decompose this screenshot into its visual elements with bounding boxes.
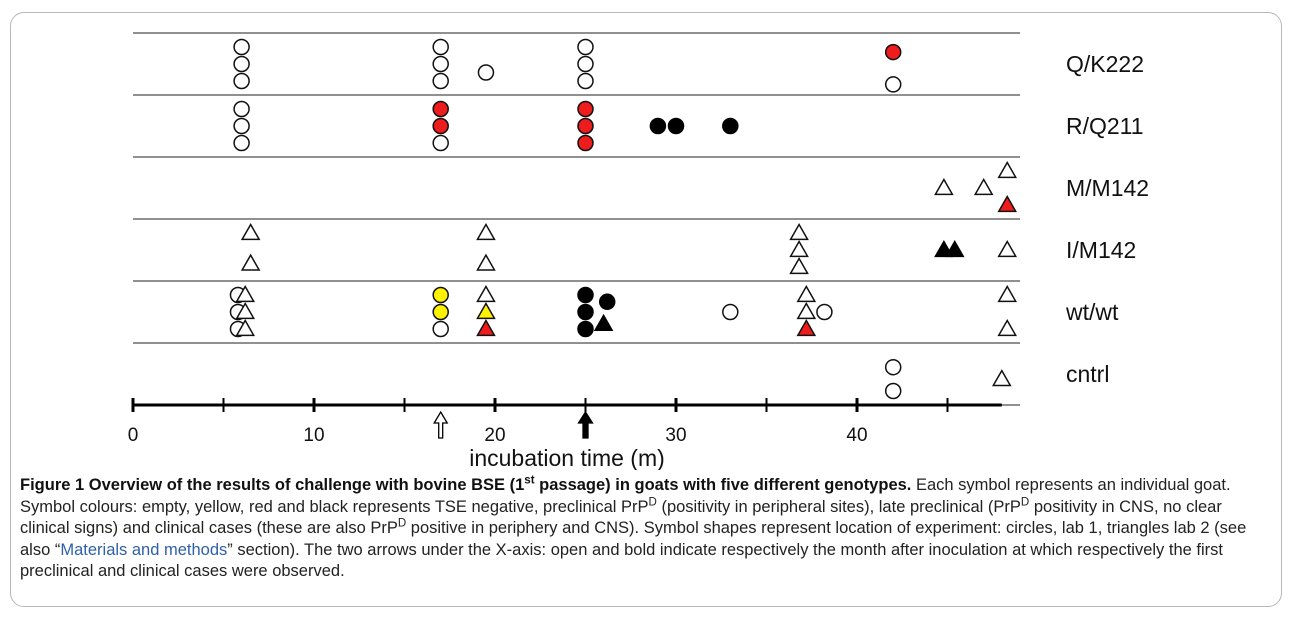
point-circle-empty	[432, 55, 449, 73]
row-label: R/Q211	[1066, 113, 1144, 139]
open-arrow-icon	[433, 410, 449, 439]
point-circle-black	[577, 303, 594, 321]
caption-text: ” section). The two arrows under the X-a…	[20, 540, 1223, 581]
point-triangle-red	[476, 318, 496, 337]
x-tick-label: 40	[846, 425, 867, 446]
point-circle-black	[598, 293, 616, 311]
point-triangle-empty	[240, 222, 261, 241]
point-circle-red	[577, 134, 594, 152]
figure-caption: Figure 1 Overview of the results of chal…	[20, 475, 1275, 583]
point-triangle-empty	[476, 284, 496, 303]
point-circle-empty	[233, 72, 250, 90]
point-circle-empty	[816, 303, 833, 321]
point-triangle-empty	[796, 284, 817, 303]
point-triangle-empty	[235, 318, 256, 337]
point-triangle-empty	[997, 239, 1018, 258]
point-triangle-empty	[476, 222, 496, 241]
point-circle-yellow	[432, 286, 449, 304]
row-dividers	[133, 32, 1020, 406]
point-triangle-empty	[934, 177, 954, 196]
x-axis: 0 10 20 30 40	[128, 398, 1002, 446]
point-circle-empty	[233, 38, 250, 56]
point-triangle-empty	[997, 284, 1018, 303]
point-circle-empty	[722, 303, 739, 321]
caption-sup: D	[648, 496, 657, 508]
point-circle-empty	[884, 382, 902, 400]
point-triangle-empty	[796, 301, 817, 320]
point-circle-empty	[577, 38, 594, 56]
caption-text: positivity in CNS, no clear clinical sig…	[20, 497, 1222, 538]
point-circle-empty	[477, 64, 495, 81]
point-circle-black	[577, 286, 594, 304]
caption-title: Figure 1 Overview of the results of chal…	[20, 474, 912, 494]
point-triangle-yellow	[476, 301, 496, 320]
point-circle-empty	[884, 76, 902, 93]
point-circle-empty	[432, 320, 449, 338]
caption-text: (positivity in peripheral sites), late p…	[656, 497, 1021, 516]
caption-text: positive in periphery and CNS). Symbol s…	[20, 519, 1247, 559]
x-tick-label: 0	[128, 425, 139, 446]
row-label: I/M142	[1066, 237, 1136, 263]
chart: Q/K222 R/Q211 M/M142 I/M142 wt/wt cntrl 0 10 20…	[128, 32, 1149, 470]
point-circle-empty	[233, 100, 250, 118]
row-label: cntrl	[1066, 361, 1109, 387]
bold-arrow-icon	[577, 410, 594, 439]
row-labels: Q/K222 R/Q211 M/M142 I/M142 wt/wt cntrl	[1065, 51, 1149, 387]
point-triangle-empty	[992, 369, 1012, 387]
row-label: Q/K222	[1066, 51, 1144, 77]
point-circle-empty	[884, 358, 902, 376]
point-triangle-empty	[240, 253, 261, 271]
axis-arrows	[433, 410, 594, 439]
point-circle-red	[432, 117, 449, 135]
point-triangle-black	[593, 313, 614, 332]
point-triangle-empty	[997, 160, 1018, 179]
caption-title-sup: st	[524, 474, 535, 487]
point-triangle-empty	[235, 301, 256, 320]
point-triangle-red	[997, 194, 1018, 213]
point-circle-empty	[577, 55, 594, 73]
point-circle-black	[649, 117, 667, 135]
caption-title-part: Figure 1 Overview of the results of chal…	[20, 476, 525, 494]
point-triangle-empty	[973, 177, 994, 196]
caption-title-part: passage) in goats with five different ge…	[534, 476, 912, 494]
point-triangle-empty	[997, 318, 1018, 337]
data-points	[229, 38, 1018, 400]
point-circle-red	[884, 43, 902, 61]
point-triangle-empty	[789, 239, 809, 258]
x-axis-label: incubation time (m)	[469, 445, 665, 470]
point-circle-empty	[233, 55, 250, 73]
point-circle-yellow	[432, 303, 449, 321]
row-label: wt/wt	[1065, 299, 1119, 325]
x-tick-label: 20	[484, 425, 505, 446]
point-triangle-empty	[789, 222, 809, 241]
caption-sup: D	[397, 517, 407, 530]
point-circle-empty	[432, 134, 449, 152]
point-circle-black	[577, 320, 594, 338]
point-circle-empty	[432, 72, 449, 90]
point-circle-empty	[233, 117, 250, 135]
x-tick-label: 30	[665, 425, 686, 446]
point-triangle-empty	[476, 253, 496, 271]
caption-text: Each symbol represents an individual goa…	[20, 476, 1231, 516]
point-circle-red	[577, 100, 594, 118]
caption-sup: D	[1020, 496, 1030, 508]
point-circle-red	[577, 117, 594, 135]
x-tick-label: 10	[303, 425, 324, 446]
point-circle-empty	[432, 38, 449, 56]
point-triangle-red	[796, 318, 817, 337]
point-circle-black	[722, 117, 739, 135]
point-circle-empty	[577, 72, 594, 90]
point-triangle-empty	[789, 256, 809, 275]
point-circle-red	[432, 100, 449, 118]
materials-methods-link[interactable]: Materials and methods	[60, 540, 228, 559]
point-triangle-empty	[235, 284, 256, 303]
point-circle-empty	[233, 134, 250, 152]
point-triangle-black	[944, 239, 965, 258]
figure-frame	[10, 12, 1282, 607]
point-circle-black	[667, 117, 685, 135]
row-label: M/M142	[1066, 175, 1149, 201]
